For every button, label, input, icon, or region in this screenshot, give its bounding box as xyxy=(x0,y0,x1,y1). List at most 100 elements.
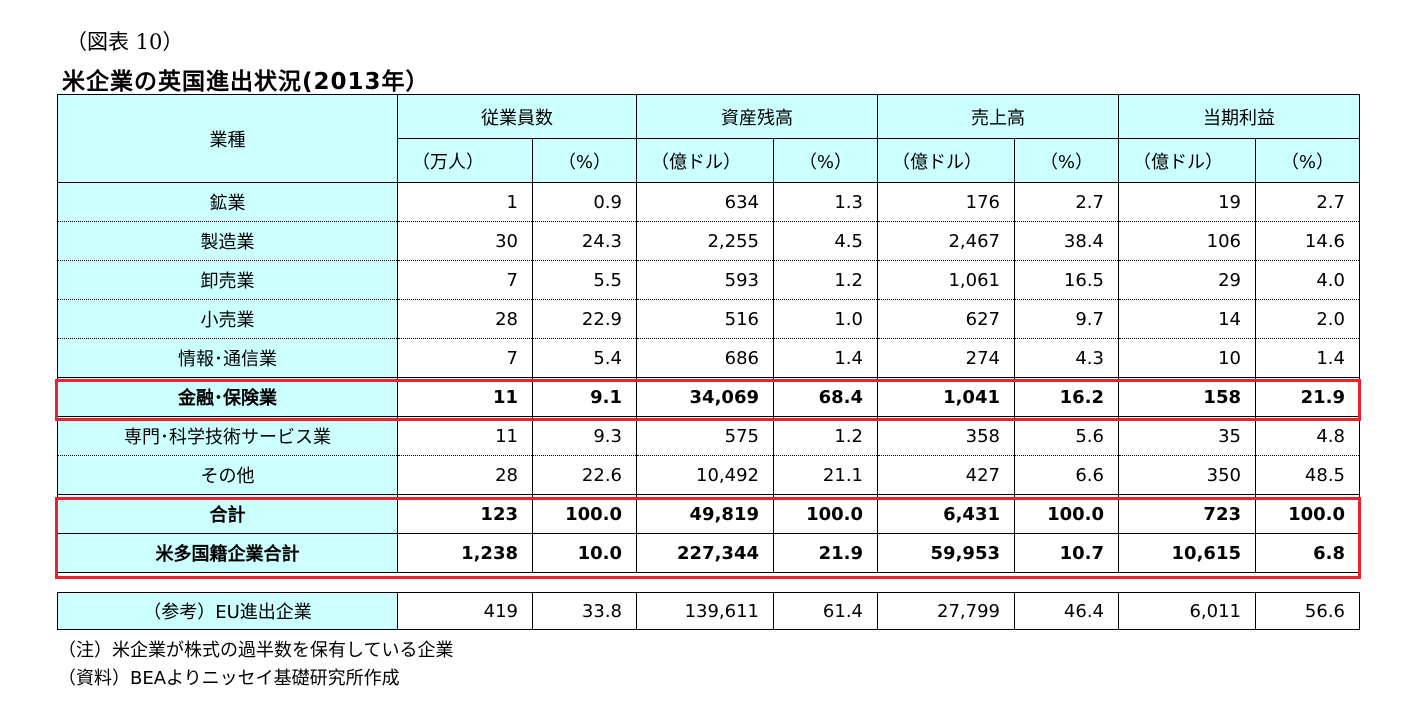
cell: 28 xyxy=(397,299,533,339)
cell: 106 xyxy=(1118,221,1256,261)
cell: 11 xyxy=(397,416,533,456)
table-row: 製造業 30 24.3 2,255 4.5 2,467 38.4 106 14.6 xyxy=(57,221,1360,261)
cell: 48.5 xyxy=(1255,455,1360,495)
cell: 0.9 xyxy=(532,182,637,222)
table-row: 合計 123 100.0 49,819 100.0 6,431 100.0 723 100.0 xyxy=(57,494,1360,534)
cell: 158 xyxy=(1118,377,1256,417)
cell: 575 xyxy=(636,416,774,456)
cell: 9.7 xyxy=(1014,299,1119,339)
cell: 6,431 xyxy=(877,494,1015,534)
cell: 634 xyxy=(636,182,774,222)
table-row: その他 28 22.6 10,492 21.1 427 6.6 350 48.5 xyxy=(57,455,1360,495)
header-industry: 業種 xyxy=(57,94,398,183)
row-label: （参考）EU進出企業 xyxy=(57,592,398,630)
cell: 35 xyxy=(1118,416,1256,456)
unit-header: （万人） xyxy=(397,138,533,183)
cell: 516 xyxy=(636,299,774,339)
unit-header: （%） xyxy=(532,138,637,183)
cell: 19 xyxy=(1118,182,1256,222)
cell: 5.5 xyxy=(532,260,637,300)
cell: 9.3 xyxy=(532,416,637,456)
cell: 21.9 xyxy=(773,533,878,573)
unit-header: （億ドル） xyxy=(877,138,1015,183)
cell: 61.4 xyxy=(773,592,878,630)
cell: 5.4 xyxy=(532,338,637,378)
cell: 1,041 xyxy=(877,377,1015,417)
cell: 16.5 xyxy=(1014,260,1119,300)
cell: 1.2 xyxy=(773,260,878,300)
row-label: 専門･科学技術サービス業 xyxy=(57,416,398,456)
table-row: 専門･科学技術サービス業 11 9.3 575 1.2 358 5.6 35 4.8 xyxy=(57,416,1360,456)
cell: 2.7 xyxy=(1014,182,1119,222)
cell: 30 xyxy=(397,221,533,261)
cell: 274 xyxy=(877,338,1015,378)
cell: 16.2 xyxy=(1014,377,1119,417)
cell: 686 xyxy=(636,338,774,378)
cell: 21.9 xyxy=(1255,377,1360,417)
cell: 14 xyxy=(1118,299,1256,339)
cell: 123 xyxy=(397,494,533,534)
cell: 1.4 xyxy=(773,338,878,378)
cell: 100.0 xyxy=(1255,494,1360,534)
header-group-assets: 資産残高 xyxy=(636,94,878,139)
row-label: 製造業 xyxy=(57,221,398,261)
cell: 1.0 xyxy=(773,299,878,339)
cell: 723 xyxy=(1118,494,1256,534)
cell: 21.1 xyxy=(773,455,878,495)
cell: 1.4 xyxy=(1255,338,1360,378)
header-group-employees: 従業員数 xyxy=(397,94,637,139)
header-group-sales: 売上高 xyxy=(877,94,1119,139)
table-row: 小売業 28 22.9 516 1.0 627 9.7 14 2.0 xyxy=(57,299,1360,339)
unit-header: （%） xyxy=(1255,138,1360,183)
cell: 10,615 xyxy=(1118,533,1256,573)
table-row: 鉱業 1 0.9 634 1.3 176 2.7 19 2.7 xyxy=(57,182,1360,222)
cell: 34,069 xyxy=(636,377,774,417)
cell: 7 xyxy=(397,260,533,300)
cell: 4.8 xyxy=(1255,416,1360,456)
cell: 139,611 xyxy=(636,592,774,630)
cell: 2,255 xyxy=(636,221,774,261)
cell: 100.0 xyxy=(773,494,878,534)
cell: 100.0 xyxy=(1014,494,1119,534)
row-label: 金融･保険業 xyxy=(57,377,398,417)
cell: 6.8 xyxy=(1255,533,1360,573)
cell: 14.6 xyxy=(1255,221,1360,261)
cell: 10,492 xyxy=(636,455,774,495)
cell: 46.4 xyxy=(1014,592,1119,630)
cell: 59,953 xyxy=(877,533,1015,573)
cell: 627 xyxy=(877,299,1015,339)
cell: 358 xyxy=(877,416,1015,456)
cell: 419 xyxy=(397,592,533,630)
cell: 176 xyxy=(877,182,1015,222)
cell: 2,467 xyxy=(877,221,1015,261)
cell: 100.0 xyxy=(532,494,637,534)
cell: 10 xyxy=(1118,338,1256,378)
cell: 5.6 xyxy=(1014,416,1119,456)
cell: 10.0 xyxy=(532,533,637,573)
row-label: その他 xyxy=(57,455,398,495)
row-label: 合計 xyxy=(57,494,398,534)
cell: 1,061 xyxy=(877,260,1015,300)
cell: 1.3 xyxy=(773,182,878,222)
row-label: 米多国籍企業合計 xyxy=(57,533,398,573)
note: （注）米企業が株式の過半数を保有している企業 xyxy=(58,640,454,661)
unit-header: （%） xyxy=(773,138,878,183)
cell: 68.4 xyxy=(773,377,878,417)
cell: 24.3 xyxy=(532,221,637,261)
cell: 7 xyxy=(397,338,533,378)
unit-header: （億ドル） xyxy=(1118,138,1256,183)
table-row: 金融･保険業 11 9.1 34,069 68.4 1,041 16.2 158 21.9 xyxy=(57,377,1360,417)
cell: 593 xyxy=(636,260,774,300)
cell: 27,799 xyxy=(877,592,1015,630)
cell: 29 xyxy=(1118,260,1256,300)
cell: 1,238 xyxy=(397,533,533,573)
cell: 28 xyxy=(397,455,533,495)
cell: 4.3 xyxy=(1014,338,1119,378)
table-row: 米多国籍企業合計 1,238 10.0 227,344 21.9 59,953 10.7 10… xyxy=(57,533,1360,573)
cell: 56.6 xyxy=(1255,592,1360,630)
header-group-profit: 当期利益 xyxy=(1118,94,1360,139)
cell: 6.6 xyxy=(1014,455,1119,495)
cell: 4.5 xyxy=(773,221,878,261)
reference-row: （参考）EU進出企業 419 33.8 139,611 61.4 27,799 … xyxy=(57,592,1360,630)
cell: 11 xyxy=(397,377,533,417)
